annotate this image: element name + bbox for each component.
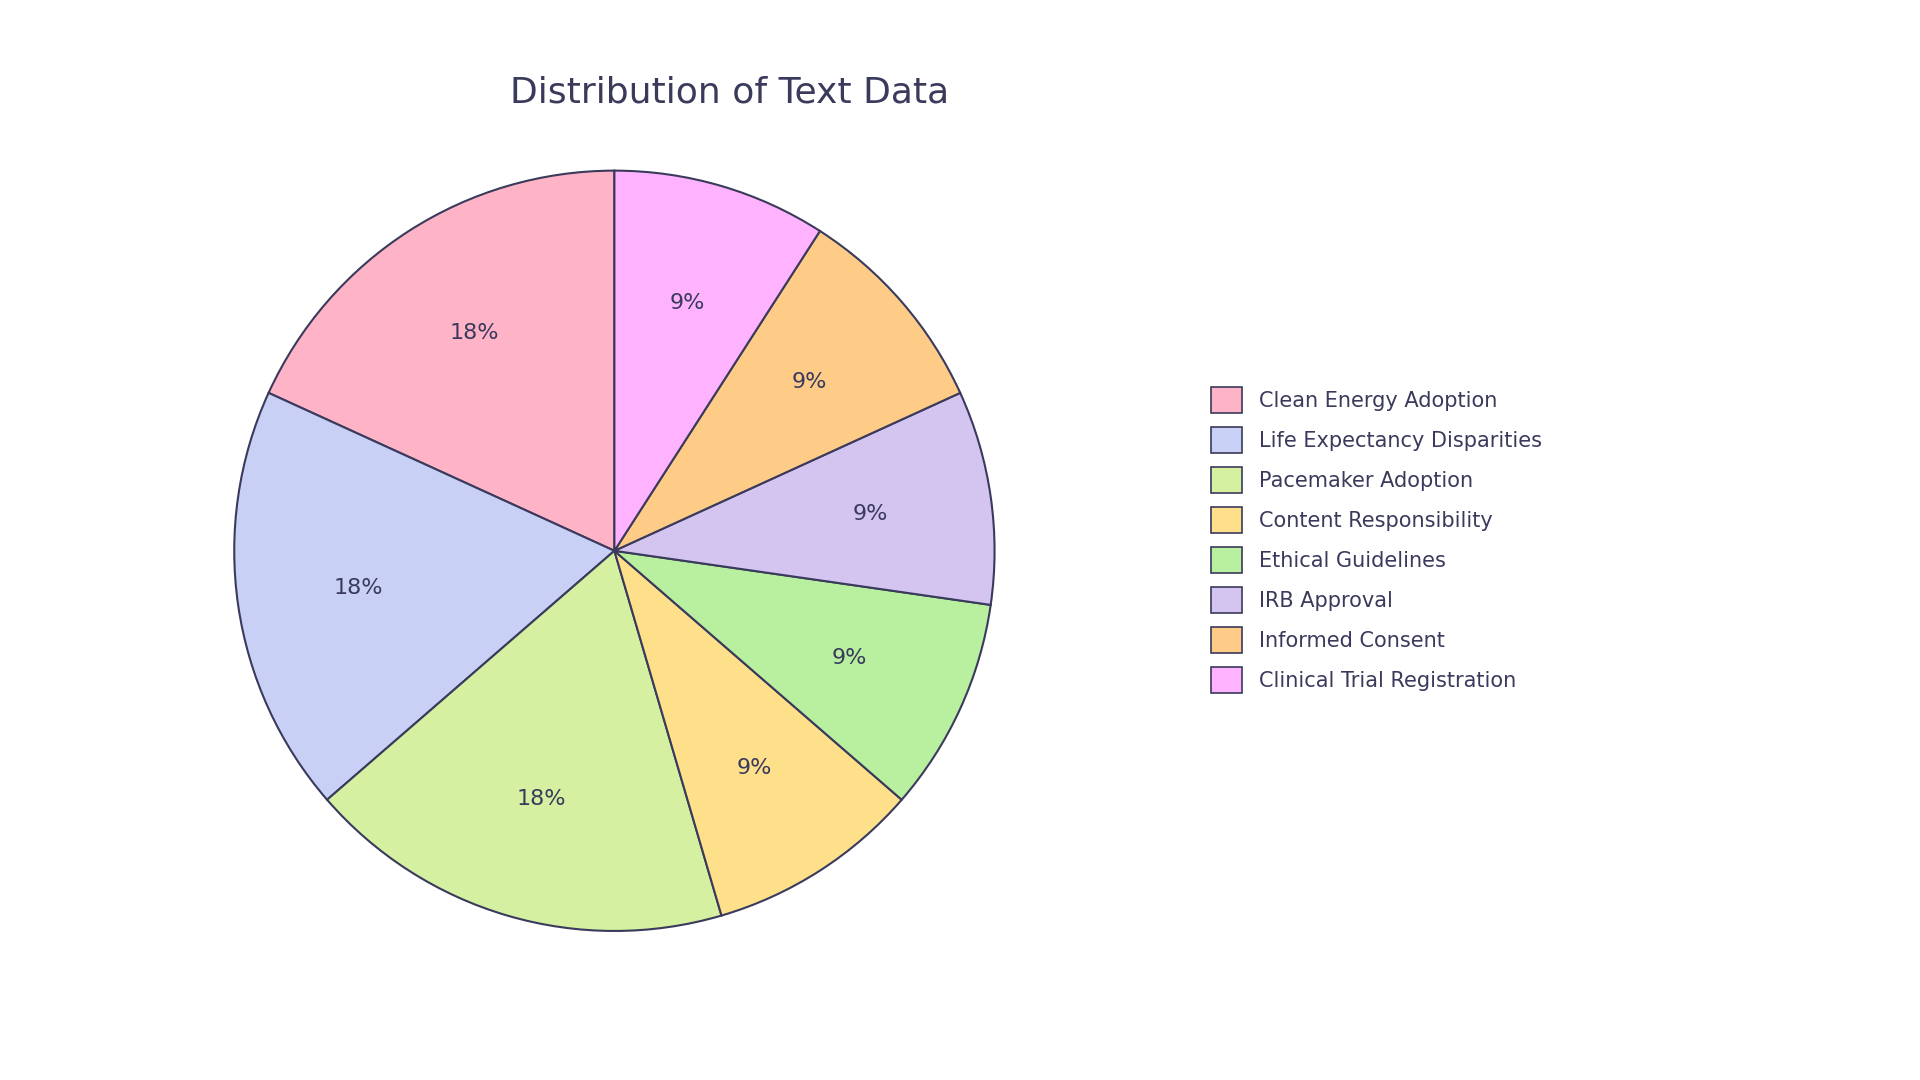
- Text: 18%: 18%: [334, 578, 384, 597]
- Text: 9%: 9%: [737, 758, 772, 779]
- Wedge shape: [326, 551, 722, 931]
- Wedge shape: [614, 393, 995, 605]
- Wedge shape: [614, 171, 820, 551]
- Wedge shape: [614, 551, 902, 916]
- Wedge shape: [614, 551, 991, 800]
- Wedge shape: [269, 171, 614, 551]
- Text: 18%: 18%: [449, 323, 499, 343]
- Text: 9%: 9%: [670, 293, 705, 313]
- Legend: Clean Energy Adoption, Life Expectancy Disparities, Pacemaker Adoption, Content : Clean Energy Adoption, Life Expectancy D…: [1200, 377, 1553, 703]
- Text: 9%: 9%: [831, 648, 868, 669]
- Wedge shape: [234, 393, 614, 800]
- Text: Distribution of Text Data: Distribution of Text Data: [511, 76, 948, 109]
- Wedge shape: [614, 231, 960, 551]
- Text: 9%: 9%: [793, 372, 828, 392]
- Text: 9%: 9%: [852, 504, 887, 524]
- Text: 18%: 18%: [516, 788, 566, 809]
